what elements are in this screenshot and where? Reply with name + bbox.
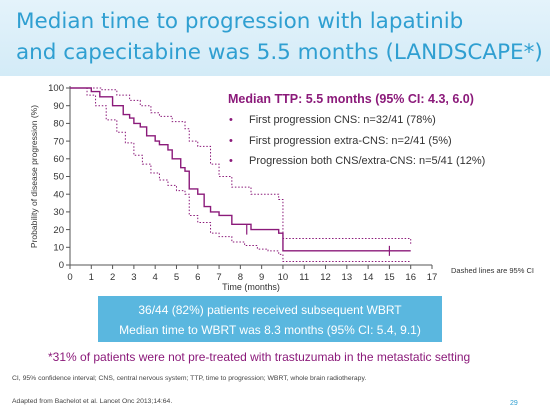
bullet-item-both: • Progression both CNS/extra-CNS: n=5/41… [229,155,485,176]
bullet-text: First progression extra-CNS: n=2/41 (5%) [249,134,452,147]
bullet-text: First progression CNS: n=32/41 (78%) [249,114,436,126]
abbreviations-footnote: CI, 95% confidence interval; CNS, centra… [12,375,367,382]
slide-title-line-1: Median time to progression with lapatini… [16,9,464,34]
bullet-glyph: • [229,114,233,126]
x-tick-label: 3 [131,272,136,283]
x-tick-label: 8 [238,272,243,283]
bullet-glyph: • [229,134,233,147]
y-tick-label: 20 [53,225,64,236]
km-curve-ci-1 [70,87,412,244]
x-tick-label: 17 [427,272,438,283]
x-tick-label: 2 [110,272,115,283]
x-tick-label: 0 [67,272,72,283]
x-tick-label: 6 [195,272,200,283]
x-tick-label: 7 [216,272,221,283]
bullet-text: Progression both CNS/extra-CNS: n=5/41 (… [249,155,486,167]
y-tick-label: 10 [53,243,64,254]
y-tick-label: 70 [53,136,64,147]
bullet-item-extra-cns: • First progression extra-CNS: n=2/41 (5… [229,135,485,156]
km-curve-ci-2 [70,87,411,262]
x-tick-label: 9 [259,272,264,283]
y-tick-label: 30 [53,207,64,218]
page-number: 29 [510,400,518,407]
wbrt-line-2: Median time to WBRT was 8.3 months (95% … [119,323,421,337]
y-axis-label: Probability of disease progression (%) [29,105,39,248]
x-tick-label: 4 [153,272,158,283]
x-tick-label: 12 [320,272,331,283]
y-tick-label: 40 [53,189,64,200]
y-tick-label: 0 [59,260,64,271]
slide-title: Median time to progression with lapatini… [16,6,543,68]
trastuzumab-footnote: *31% of patients were not pre-treated wi… [48,350,471,364]
y-tick-label: 90 [53,101,64,112]
y-tick-label: 60 [53,154,64,165]
wbrt-line-1: 36/44 (82%) patients received subsequent… [138,303,402,317]
progression-bullets: • First progression CNS: n=32/41 (78%) •… [229,114,485,176]
bullet-glyph: • [229,155,233,167]
x-tick-label: 14 [363,272,374,283]
slide-title-line-2: and capecitabine was 5.5 months (LANDSCA… [16,40,543,65]
dashed-lines-note: Dashed lines are 95% CI [451,266,534,275]
title-band: Median time to progression with lapatini… [0,0,550,76]
x-tick-label: 15 [384,272,395,283]
y-tick-label: 100 [48,83,64,94]
y-tick-label: 80 [53,119,64,130]
x-axis-label: Time (months) [222,282,280,292]
x-tick-label: 1 [89,272,94,283]
x-tick-label: 5 [174,272,179,283]
km-curve-median [70,87,411,252]
x-tick-label: 16 [405,272,416,283]
y-tick-label: 50 [53,172,64,183]
source-citation: Adapted from Bachelot et al. Lancet Onc … [12,398,173,405]
x-tick-label: 11 [299,272,309,283]
bullet-item-cns: • First progression CNS: n=32/41 (78%) [229,114,485,135]
wbrt-callout-box: 36/44 (82%) patients received subsequent… [98,296,442,342]
median-ttp-heading: Median TTP: 5.5 months (95% CI: 4.3, 6.0… [228,92,474,106]
x-tick-label: 13 [342,272,353,283]
x-tick-label: 10 [278,272,289,283]
